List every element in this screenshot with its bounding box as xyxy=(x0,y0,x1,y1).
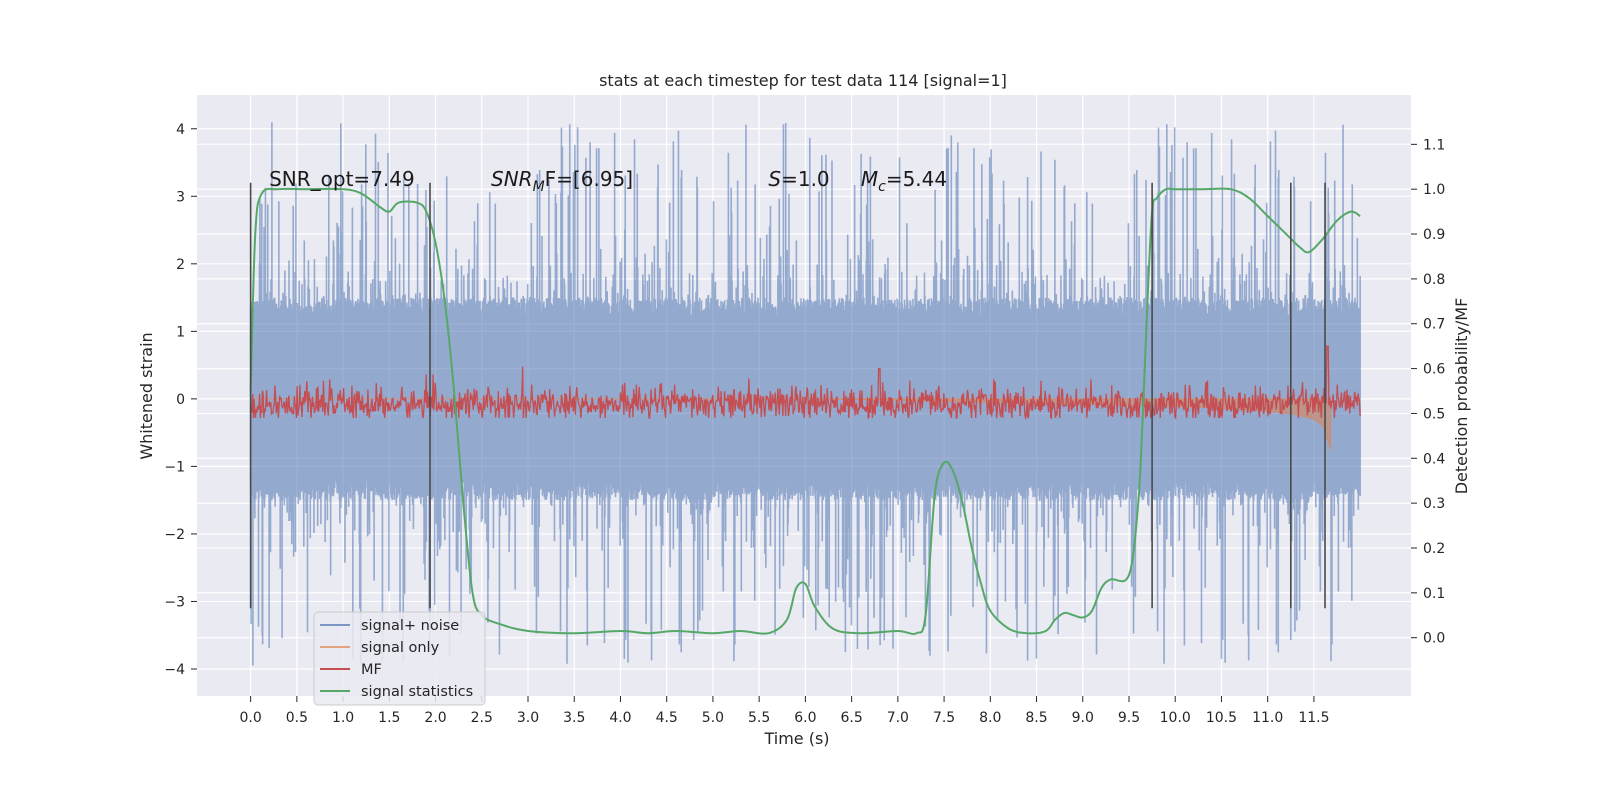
x-tick-label-10: 5.0 xyxy=(702,710,724,726)
x-tick-label-19: 9.5 xyxy=(1118,710,1140,726)
x-tick-label-6: 3.0 xyxy=(517,710,539,726)
y2-tick-label-2: 0.2 xyxy=(1423,541,1445,557)
legend: signal+ noise signal only MF signal statist… xyxy=(313,611,486,706)
x-tick-label-1: 0.5 xyxy=(286,710,308,726)
series-layer xyxy=(249,122,1361,666)
x-tick-label-22: 11.0 xyxy=(1252,710,1283,726)
annotations: SNR_opt=7.49 SNRMF=[6.95] S=1.0 Mc=5.44 xyxy=(269,167,947,195)
chart-title: stats at each timestep for test data 114… xyxy=(599,71,1007,90)
y-tick-label-7: 3 xyxy=(176,189,185,205)
y2-tick-label-0: 0.0 xyxy=(1423,631,1445,647)
x-tick-label-5: 2.5 xyxy=(471,710,493,726)
y-axis-label: Whitened strain xyxy=(137,332,156,459)
series-signal-statistics xyxy=(249,187,1361,635)
x-tick-label-17: 8.5 xyxy=(1025,710,1047,726)
y2-tick-label-10: 1.0 xyxy=(1423,182,1445,198)
x-tick-label-15: 7.5 xyxy=(933,710,955,726)
y2-tick-label-1: 0.1 xyxy=(1423,586,1445,602)
annotation-snr-mf: SNRMF=[6.95] xyxy=(491,167,633,195)
x-tick-label-13: 6.5 xyxy=(840,710,862,726)
y-tick-label-0: −4 xyxy=(164,662,185,678)
legend-label-0: signal+ noise xyxy=(361,618,459,634)
y2-tick-label-9: 0.9 xyxy=(1423,227,1445,243)
x-tick-label-18: 9.0 xyxy=(1072,710,1094,726)
x-tick-label-14: 7.0 xyxy=(887,710,909,726)
y2-axis-label: Detection probability/MF xyxy=(1452,298,1471,495)
y-tick-label-4: 0 xyxy=(176,392,185,408)
y-tick-label-8: 4 xyxy=(176,122,185,138)
y2-tick-label-4: 0.4 xyxy=(1423,451,1445,467)
y2-tick-label-11: 1.1 xyxy=(1423,137,1445,153)
x-tick-label-21: 10.5 xyxy=(1206,710,1237,726)
x-axis-label: Time (s) xyxy=(763,729,829,748)
y2-tick-label-3: 0.3 xyxy=(1423,496,1445,512)
annotation-mc: Mc=5.44 xyxy=(861,167,947,195)
x-tick-label-9: 4.5 xyxy=(656,710,678,726)
vertical-markers xyxy=(249,182,1326,609)
y-tick-label-6: 2 xyxy=(176,257,185,273)
x-tick-label-8: 4.0 xyxy=(609,710,631,726)
y-tick-label-2: −2 xyxy=(164,527,185,543)
annotation-s: S=1.0 xyxy=(768,167,829,191)
axis-ticks: 0.0 0.5 1.0 1.5 2.0 2.5 3.0 3.5 4.0 4.5 5.0 5.5 6.0 6… xyxy=(164,122,1445,726)
y-tick-label-1: −3 xyxy=(164,594,185,610)
x-tick-label-7: 3.5 xyxy=(563,710,585,726)
y2-tick-label-5: 0.5 xyxy=(1423,406,1445,422)
legend-label-3: signal statistics xyxy=(361,684,473,700)
y-tick-label-3: −1 xyxy=(164,459,185,475)
y2-tick-label-6: 0.6 xyxy=(1423,362,1445,378)
y2-tick-label-7: 0.7 xyxy=(1423,317,1445,333)
x-tick-label-16: 8.0 xyxy=(979,710,1001,726)
x-tick-label-4: 2.0 xyxy=(424,710,446,726)
x-tick-label-23: 11.5 xyxy=(1298,710,1329,726)
legend-label-2: MF xyxy=(361,662,382,678)
x-tick-label-2: 1.0 xyxy=(332,710,354,726)
y2-tick-label-8: 0.8 xyxy=(1423,272,1445,288)
x-tick-label-11: 5.5 xyxy=(748,710,770,726)
x-tick-label-12: 6.0 xyxy=(794,710,816,726)
series-mf xyxy=(249,345,1361,421)
legend-box xyxy=(313,611,486,706)
x-tick-label-20: 10.0 xyxy=(1160,710,1191,726)
annotation-snr-opt: SNR_opt=7.49 xyxy=(269,167,415,191)
x-tick-label-0: 0.0 xyxy=(239,710,261,726)
x-tick-label-3: 1.5 xyxy=(378,710,400,726)
legend-label-1: signal only xyxy=(361,640,440,656)
y-tick-label-5: 1 xyxy=(176,324,185,340)
